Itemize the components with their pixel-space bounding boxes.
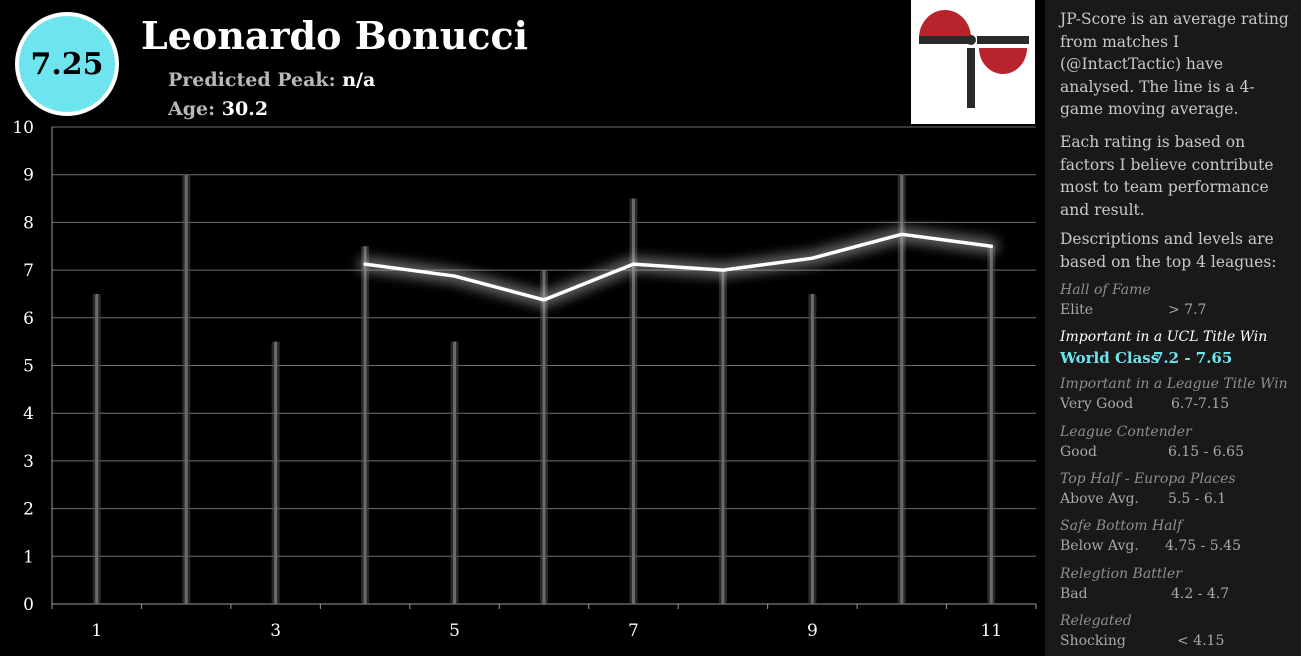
- tier-range: 7.2 - 7.65: [1153, 349, 1233, 367]
- tier-range: 4.75 - 5.45: [1165, 538, 1241, 554]
- bar: [721, 270, 725, 604]
- y-axis: 0 1 2 3 4 5 6 7 8 9 10: [12, 118, 34, 615]
- x-tick-label: 7: [628, 621, 639, 641]
- tier-name: Top Half - Europa Places: [1060, 471, 1236, 487]
- tier-level: Good: [1060, 444, 1098, 460]
- tier-range: < 4.15: [1177, 633, 1225, 649]
- age-label: Age:: [168, 98, 216, 120]
- y-tick-label: 10: [12, 118, 34, 138]
- bar: [95, 293, 99, 604]
- tier-range: 5.5 - 6.1: [1168, 491, 1227, 507]
- age-value: 30.2: [221, 98, 269, 120]
- moving-average-point: [363, 262, 367, 266]
- moving-average-point: [810, 256, 814, 260]
- moving-average-point: [631, 262, 636, 266]
- rating-chart: 0 1 2 3 4 5 6 7 8 9 10 1 3 5 7 9 11: [12, 118, 1037, 641]
- y-tick-label: 0: [23, 595, 34, 615]
- logo-red-top-left: [919, 10, 971, 38]
- tier-level: Below Avg.: [1060, 538, 1139, 554]
- bar: [631, 198, 635, 605]
- y-tick-label: 4: [23, 404, 34, 424]
- y-tick-label: 7: [23, 261, 34, 281]
- x-tick-label: 11: [980, 621, 1002, 641]
- predicted-peak-label: Predicted Peak:: [168, 69, 336, 91]
- moving-average-point: [542, 298, 546, 302]
- y-tick-label: 6: [23, 309, 34, 329]
- bar: [363, 246, 367, 604]
- logo-bar-left: [919, 36, 971, 44]
- logo-dot: [966, 35, 976, 45]
- tier-name: League Contender: [1060, 424, 1192, 440]
- info-panel: JP-Score is an average rating from match…: [1045, 0, 1301, 656]
- bar: [184, 174, 188, 604]
- tier-name: Hall of Fame: [1060, 282, 1151, 298]
- bar: [989, 246, 993, 604]
- tier-range: > 7.7: [1168, 302, 1207, 318]
- x-tick-label: 5: [449, 621, 460, 641]
- predicted-peak-value: n/a: [342, 69, 376, 91]
- moving-average-point: [721, 268, 725, 272]
- age: Age: 30.2: [168, 98, 268, 120]
- tier-name: Safe Bottom Half: [1060, 518, 1183, 534]
- x-axis: 1 3 5 7 9 11: [91, 621, 1002, 641]
- tier-range: 6.15 - 6.65: [1168, 444, 1244, 460]
- tier-name: Relegated: [1060, 613, 1132, 629]
- tier-level: Elite: [1060, 302, 1094, 318]
- score-badge: 7.25: [15, 12, 119, 116]
- moving-average: [358, 227, 999, 307]
- y-tick-label: 1: [23, 547, 34, 567]
- bar: [900, 174, 904, 604]
- info-paragraph-3: Descriptions and levels are based on the…: [1060, 230, 1277, 271]
- tier-level: World Class: [1060, 349, 1160, 367]
- moving-average-point: [452, 274, 457, 278]
- y-tick-label: 5: [23, 357, 34, 377]
- tier-name: Important in a UCL Title Win: [1060, 329, 1268, 345]
- moving-average-point: [989, 244, 993, 248]
- tier-range: 4.2 - 4.7: [1171, 586, 1230, 602]
- logo-stem: [967, 48, 975, 108]
- x-tick-label: 9: [807, 621, 818, 641]
- moving-average-point: [900, 232, 904, 236]
- logo-red-bottom-right: [979, 48, 1027, 74]
- player-name: Leonardo Bonucci: [141, 13, 529, 58]
- tier-level: Above Avg.: [1060, 491, 1140, 507]
- jp-logo-icon: [911, 0, 1035, 124]
- jp-logo-graphic: [919, 10, 1029, 108]
- info-paragraph-2: Each rating is based on factors I believ…: [1060, 133, 1274, 219]
- x-tick-label: 1: [91, 621, 102, 641]
- info-paragraph-1: JP-Score is an average rating from match…: [1060, 10, 1289, 118]
- moving-average-line: [363, 232, 994, 302]
- y-tick-label: 8: [23, 213, 34, 233]
- tier-level: Bad: [1060, 586, 1088, 602]
- y-tick-label: 9: [23, 166, 34, 186]
- y-tick-label: 2: [23, 500, 34, 520]
- tier-name: Relegtion Battler: [1060, 566, 1182, 582]
- bar: [542, 270, 546, 604]
- tier-range: 6.7-7.15: [1171, 396, 1230, 412]
- score-value: 7.25: [30, 46, 104, 82]
- bar: [810, 293, 814, 604]
- x-tick-label: 3: [270, 621, 281, 641]
- bar: [453, 341, 457, 604]
- tier-level: Very Good: [1060, 396, 1134, 412]
- predicted-peak: Predicted Peak: n/a: [168, 69, 375, 91]
- tier-level: Shocking: [1060, 633, 1126, 649]
- bars: [92, 174, 996, 605]
- bar: [274, 341, 278, 604]
- tier-name: Important in a League Title Win: [1060, 376, 1288, 392]
- logo-bar-right: [977, 36, 1029, 44]
- y-tick-label: 3: [23, 452, 34, 472]
